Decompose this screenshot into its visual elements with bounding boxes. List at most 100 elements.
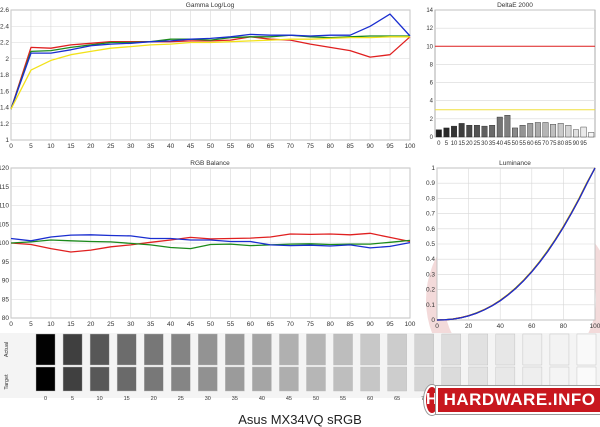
- x-tick-label: 100: [405, 143, 416, 150]
- x-tick-label: 40: [496, 141, 503, 147]
- swatch-actual: [198, 333, 218, 366]
- swatch-actual: [116, 333, 137, 366]
- x-tick-label: 90: [573, 141, 580, 147]
- y-tick-label: 120: [0, 165, 9, 172]
- y-tick-label: 1: [5, 137, 9, 144]
- swatch-target: [116, 366, 137, 392]
- x-tick-label: 55: [227, 143, 235, 150]
- x-tick-label: 80: [560, 323, 568, 330]
- deltae-bar: [473, 125, 480, 138]
- x-tick-label: 95: [386, 321, 394, 328]
- swatch-actual: [414, 333, 434, 366]
- plot-area: [434, 9, 596, 138]
- y-tick-label: 110: [0, 203, 9, 210]
- swatch-actual: [225, 333, 245, 366]
- x-tick-label: 80: [557, 141, 564, 147]
- x-tick-label: 90: [366, 143, 374, 150]
- deltae-bar: [542, 122, 549, 138]
- swatch-target: [198, 366, 218, 392]
- x-tick-label: 40: [497, 323, 505, 330]
- swatch-actual: [441, 333, 461, 366]
- y-tick-label: 4: [430, 99, 434, 105]
- y-tick-label: 0.1: [426, 302, 435, 309]
- x-tick-label: 75: [307, 143, 315, 150]
- swatch-target: [306, 366, 326, 392]
- y-tick-label: 90: [2, 278, 10, 285]
- chart-title: RGB Balance: [190, 160, 230, 167]
- row-label-target: Target: [4, 374, 10, 390]
- y-tick-label: 12: [426, 26, 433, 32]
- swatch-actual: [468, 333, 489, 366]
- swatch-step-label: 20: [151, 396, 157, 402]
- x-tick-label: 35: [147, 143, 155, 150]
- y-tick-label: 0.2: [426, 287, 435, 294]
- deltae-bar: [519, 125, 526, 138]
- x-tick-label: 35: [489, 141, 496, 147]
- swatch-actual: [279, 333, 299, 366]
- deltae-bar: [588, 132, 595, 138]
- x-tick-label: 20: [87, 143, 95, 150]
- swatch-actual: [495, 333, 516, 366]
- x-tick-label: 60: [247, 321, 255, 328]
- x-tick-label: 0: [9, 143, 13, 150]
- swatch-actual: [522, 333, 543, 366]
- y-tick-label: 1: [431, 165, 435, 172]
- x-tick-label: 10: [47, 321, 55, 328]
- y-tick-label: 100: [0, 240, 9, 247]
- swatch-step-label: 15: [124, 396, 130, 402]
- x-tick-label: 15: [67, 321, 75, 328]
- y-tick-label: 0.7: [426, 211, 435, 218]
- y-tick-label: 1.4: [0, 105, 9, 112]
- swatch-target: [279, 366, 299, 392]
- x-tick-label: 10: [451, 141, 458, 147]
- deltae-bar: [512, 127, 518, 138]
- chart-title: Gamma Log/Log: [186, 2, 235, 9]
- x-tick-label: 30: [481, 141, 488, 147]
- deltae-bar: [466, 125, 473, 138]
- hardware-info-logo: H HARDWARE.INFO: [424, 385, 600, 415]
- y-tick-label: 2: [430, 117, 434, 123]
- deltae-bar: [565, 125, 572, 138]
- x-tick-label: 30: [127, 143, 135, 150]
- series-line-blue: [10, 13, 411, 110]
- swatch-step-label: 10: [97, 396, 103, 402]
- swatch-actual: [333, 333, 353, 366]
- y-tick-label: 115: [0, 184, 9, 191]
- deltae-bar: [550, 124, 557, 138]
- deltae-bar: [443, 127, 450, 138]
- x-tick-label: 60: [247, 143, 255, 150]
- series-line-blue: [10, 234, 411, 249]
- y-tick-label: 14: [426, 8, 433, 14]
- deltae-bar: [481, 125, 488, 138]
- swatch-actual: [387, 333, 407, 366]
- swatch-step-label: 45: [286, 396, 292, 402]
- deltae-bar: [557, 123, 564, 138]
- swatch-step-label: 25: [178, 396, 184, 402]
- y-tick-label: 0.6: [426, 226, 435, 233]
- x-tick-label: 85: [565, 141, 572, 147]
- swatch-step-label: 65: [394, 396, 400, 402]
- swatch-actual: [576, 333, 597, 366]
- swatch-actual: [306, 333, 326, 366]
- x-tick-label: 45: [187, 321, 195, 328]
- swatch-actual: [252, 333, 272, 366]
- swatch-target: [35, 366, 56, 392]
- x-tick-label: 15: [458, 141, 465, 147]
- series-line-green: [10, 34, 410, 110]
- y-tick-label: 0: [430, 135, 434, 141]
- x-tick-label: 10: [47, 143, 55, 150]
- swatch-target: [62, 366, 83, 392]
- logo-text: HARDWARE.INFO: [435, 386, 600, 414]
- swatch-actual: [143, 333, 164, 366]
- swatch-target: [360, 366, 380, 392]
- deltae-bar: [435, 129, 442, 138]
- y-tick-label: 10: [426, 44, 433, 50]
- x-tick-label: 65: [267, 143, 275, 150]
- deltae-bar: [534, 122, 541, 138]
- swatch-target: [225, 366, 245, 392]
- y-tick-label: 2.2: [0, 40, 9, 47]
- y-tick-label: 85: [2, 296, 10, 303]
- x-tick-label: 45: [187, 143, 195, 150]
- y-tick-label: 0: [431, 317, 435, 324]
- y-tick-label: 0.9: [426, 180, 435, 187]
